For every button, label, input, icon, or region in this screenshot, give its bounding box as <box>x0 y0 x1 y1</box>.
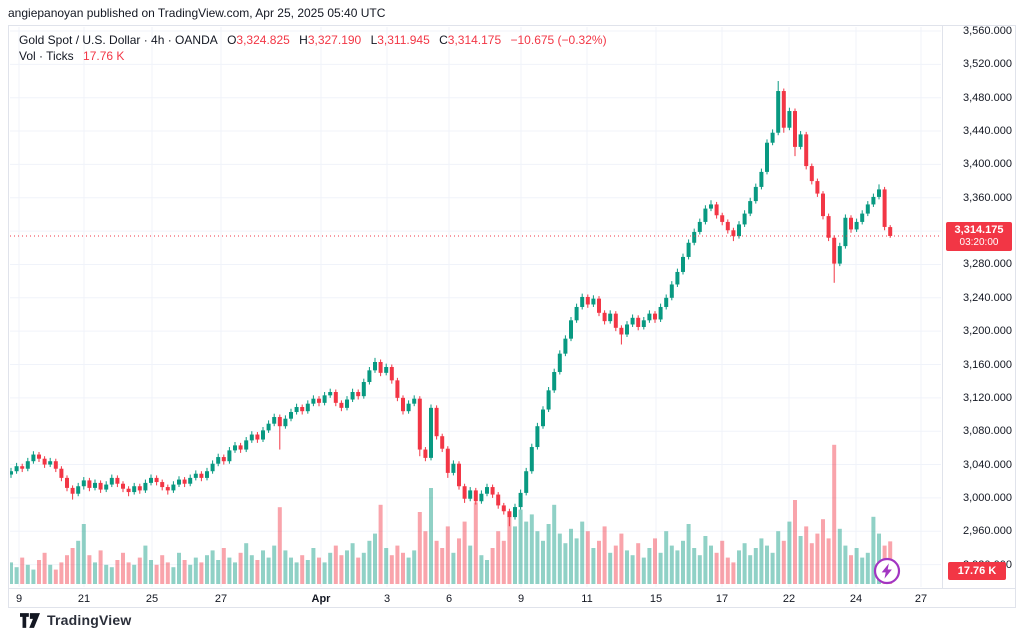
footer: TradingView <box>20 612 131 628</box>
time-tick-label: 22 <box>782 593 796 605</box>
time-tick-label: 27 <box>914 593 928 605</box>
price-tick-label: 3,040.000 <box>963 458 1012 471</box>
time-tick-label: 15 <box>649 593 663 605</box>
tradingview-brand-text[interactable]: TradingView <box>47 612 132 628</box>
time-tick-label: Apr <box>311 593 331 605</box>
legend-volume-row[interactable]: Vol · Ticks 17.76 K <box>19 48 607 64</box>
symbol-title: Gold Spot / U.S. Dollar · 4h · OANDA <box>19 33 218 47</box>
volume-value-label: 17.76 K <box>948 562 1006 580</box>
price-tick-label: 3,360.000 <box>963 191 1012 204</box>
boost-lightning-button[interactable] <box>872 556 902 586</box>
time-tick-label: 9 <box>517 593 525 605</box>
countdown-timer: 03:20:00 <box>959 236 999 248</box>
time-scale[interactable]: 9 21 25 27 Apr 3 6 9 11 15 17 22 24 27 <box>9 588 1015 608</box>
lightning-icon <box>881 563 892 579</box>
price-tick-label: 3,160.000 <box>963 358 1012 371</box>
volume-indicator-label: Vol · Ticks <box>19 49 74 63</box>
high-value: 3,327.190 <box>307 33 362 47</box>
time-tick-label: 17 <box>715 593 729 605</box>
time-tick-label: 6 <box>445 593 453 605</box>
time-tick-label: 24 <box>849 593 863 605</box>
open-label: O <box>227 33 237 47</box>
price-tick-label: 3,000.000 <box>963 491 1012 504</box>
chart-legend: Gold Spot / U.S. Dollar · 4h · OANDA O3,… <box>19 32 607 64</box>
attribution-text: angiepanoyan published on TradingView.co… <box>8 6 386 20</box>
price-tick-label: 3,400.000 <box>963 158 1012 171</box>
volume-indicator-value: 17.76 K <box>83 49 125 63</box>
tradingview-logo-icon[interactable] <box>20 612 40 628</box>
time-tick-label: 21 <box>77 593 91 605</box>
change-value: −10.675 (−0.32%) <box>510 33 607 47</box>
open-value: 3,324.825 <box>236 33 290 47</box>
time-tick-label: 11 <box>581 593 593 605</box>
gridlines <box>10 27 941 587</box>
price-tick-label: 3,480.000 <box>963 91 1012 104</box>
last-price-value: 3,314.175 <box>954 223 1004 236</box>
low-value: 3,311.945 <box>377 33 430 47</box>
low-label: L <box>370 33 378 47</box>
price-tick-label: 3,240.000 <box>963 291 1012 304</box>
high-label: H <box>299 33 308 47</box>
close-value: 3,314.175 <box>447 33 502 47</box>
price-tick-label: 3,440.000 <box>963 125 1012 138</box>
price-tick-label: 3,080.000 <box>963 425 1012 438</box>
time-tick-label: 25 <box>145 593 159 605</box>
candlesticks <box>10 81 893 527</box>
price-tick-label: 3,120.000 <box>963 391 1012 404</box>
time-tick-label: 9 <box>15 593 23 605</box>
candlestick-chart[interactable] <box>9 26 1015 607</box>
price-tick-label: 3,560.000 <box>963 25 1012 37</box>
price-tick-label: 3,520.000 <box>963 58 1012 71</box>
time-tick-label: 27 <box>214 593 228 605</box>
legend-ohlc-row[interactable]: Gold Spot / U.S. Dollar · 4h · OANDA O3,… <box>19 32 607 48</box>
price-tick-label: 2,960.000 <box>963 525 1012 538</box>
price-scale[interactable]: 3,560.000 3,520.000 3,480.000 3,440.000 3,40… <box>942 25 1016 588</box>
price-tick-label: 3,200.000 <box>963 325 1012 338</box>
close-label: C <box>439 33 448 47</box>
price-tick-label: 3,280.000 <box>963 258 1012 271</box>
last-price-label: 3,314.175 03:20:00 <box>946 221 1012 251</box>
time-tick-label: 3 <box>383 593 391 605</box>
chart-frame: Gold Spot / U.S. Dollar · 4h · OANDA O3,… <box>8 25 1016 608</box>
volume-bars <box>10 444 893 584</box>
